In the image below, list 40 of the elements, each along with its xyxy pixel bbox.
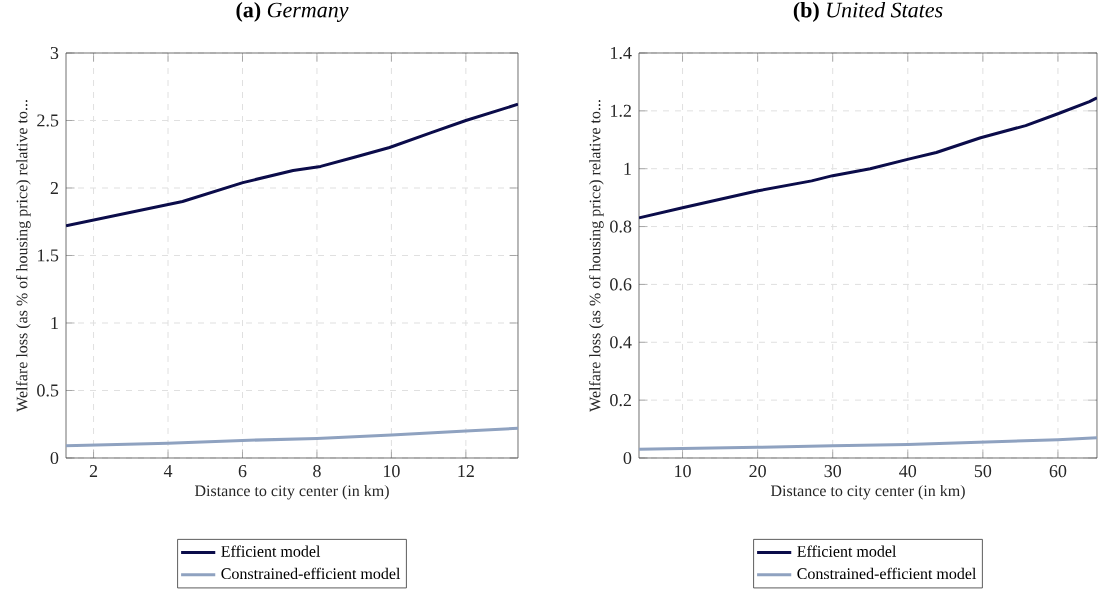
y-tick-label: 3 [50, 46, 59, 60]
legend-label: Constrained-efficient model [221, 567, 401, 580]
chart-title: (a) Germany [236, 1, 349, 22]
y-axis-title: Welfare loss (as % of housing price) relative to... [588, 100, 604, 412]
x-tick-label: 30 [824, 465, 842, 478]
line-series [66, 426, 518, 448]
y-tick-label: 1.5 [38, 249, 59, 262]
y-tick-label: 0 [50, 451, 59, 465]
y-tick-label: 1.4 [611, 46, 632, 60]
x-tick-label: 20 [749, 465, 766, 478]
y-axis-title: Welfare loss (as % of housing price) relative to... [16, 100, 31, 412]
x-tick-label: 10 [675, 465, 691, 478]
x-axis-title: Distance to city center (in km) [770, 484, 965, 500]
x-tick-label: 40 [899, 465, 917, 478]
x-tick-label: 4 [163, 465, 173, 477]
x-tick-label: 12 [458, 465, 474, 477]
line-series [66, 102, 518, 228]
x-tick-label: 6 [238, 465, 247, 478]
legend-label: Efficient model [797, 545, 897, 557]
x-tick-label: 60 [1049, 465, 1067, 478]
y-tick-label: 2 [50, 182, 58, 194]
y-tick-label: 2.5 [37, 114, 59, 127]
line-series [639, 96, 1097, 220]
y-tick-label: 1 [51, 317, 58, 329]
y-tick-label: 1 [624, 162, 631, 175]
x-tick-label: 50 [974, 465, 992, 478]
y-tick-label: 0.8 [610, 220, 632, 233]
chart-title: (b) United States [793, 2, 943, 22]
y-tick-label: 0.6 [610, 278, 632, 291]
x-tick-label: 10 [383, 465, 400, 478]
y-tick-label: 0 [623, 451, 632, 465]
x-tick-label: 8 [313, 465, 321, 478]
legend-label: Constrained-efficient model [797, 567, 977, 580]
y-tick-label: 0.4 [610, 336, 632, 349]
y-tick-label: 0.2 [610, 394, 631, 407]
x-tick-label: 2 [89, 465, 98, 477]
y-tick-label: 0.5 [37, 384, 59, 397]
legend-label: Efficient model [221, 545, 321, 557]
x-axis-title: Distance to city center (in km) [194, 484, 389, 500]
y-tick-label: 1.2 [611, 104, 631, 117]
